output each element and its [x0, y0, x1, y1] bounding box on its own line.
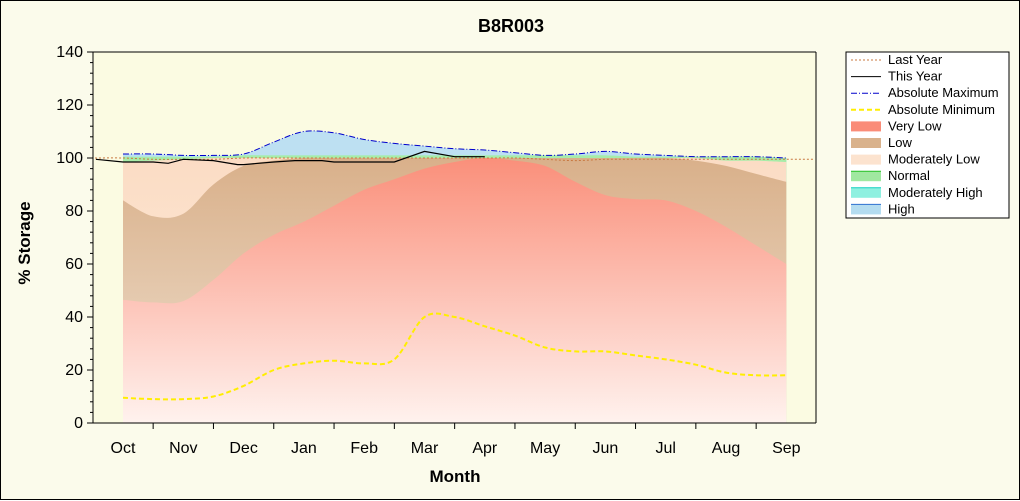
legend-label-last-year: Last Year — [888, 52, 943, 67]
legend-label-absolute-maximum: Absolute Maximum — [888, 85, 999, 100]
legend-swatch-moderately-low — [851, 154, 881, 165]
legend-label-low: Low — [888, 135, 912, 150]
x-tick-label: Dec — [229, 440, 257, 457]
bands-layer — [123, 130, 787, 424]
x-tick-label: Oct — [111, 440, 136, 457]
legend-swatch-high — [851, 204, 881, 215]
y-tick-label: 0 — [74, 415, 83, 432]
y-tick-label: 120 — [56, 97, 83, 114]
y-axis-title: % Storage — [15, 201, 34, 284]
y-tick-label: 80 — [65, 203, 83, 220]
legend-label-absolute-minimum: Absolute Minimum — [888, 102, 995, 117]
series-line-this-year — [95, 150, 485, 166]
y-tick-label: 20 — [65, 362, 83, 379]
legend-swatch-normal — [851, 171, 881, 182]
x-axis-title: Month — [430, 467, 481, 486]
legend-swatch-low — [851, 138, 881, 148]
legend-label-moderately-high: Moderately High — [888, 185, 983, 200]
legend-label-normal: Normal — [888, 168, 930, 183]
chart-title: B8R003 — [478, 16, 544, 36]
axes-layer: 0 20 40 60 80 100 120 140 Oct Nov Dec Jan Feb Mar Apr M… — [56, 44, 817, 457]
legend-swatch-moderately-high — [851, 187, 881, 198]
x-tick-label: Sep — [772, 440, 801, 457]
legend-swatch-very-low — [851, 121, 881, 132]
legend-label-this-year: This Year — [888, 69, 943, 84]
x-tick-label: Aug — [712, 440, 740, 457]
legend-label-moderately-low: Moderately Low — [888, 152, 980, 167]
x-tick-label: Nov — [169, 440, 197, 457]
series-line-absolute-minimum — [122, 312, 787, 401]
legend-label-very-low: Very Low — [888, 118, 942, 133]
y-tick-label: 100 — [56, 150, 83, 167]
x-tick-label: Mar — [411, 440, 439, 457]
x-tick-label: Jul — [655, 440, 675, 457]
series-line-last-year — [94, 157, 814, 162]
band-very-low — [123, 157, 787, 424]
legend-label-high: High — [888, 201, 915, 216]
y-tick-label: 140 — [56, 44, 83, 61]
lines-layer — [94, 130, 814, 401]
x-tick-label: May — [530, 440, 560, 457]
x-tick-label: Jun — [593, 440, 619, 457]
x-tick-label: Apr — [472, 440, 498, 457]
x-tick-label: Jan — [291, 440, 317, 457]
x-tick-label: Feb — [350, 440, 378, 457]
y-tick-label: 40 — [65, 309, 83, 326]
y-tick-label: 60 — [65, 256, 83, 273]
series-line-absolute-maximum — [122, 130, 787, 159]
